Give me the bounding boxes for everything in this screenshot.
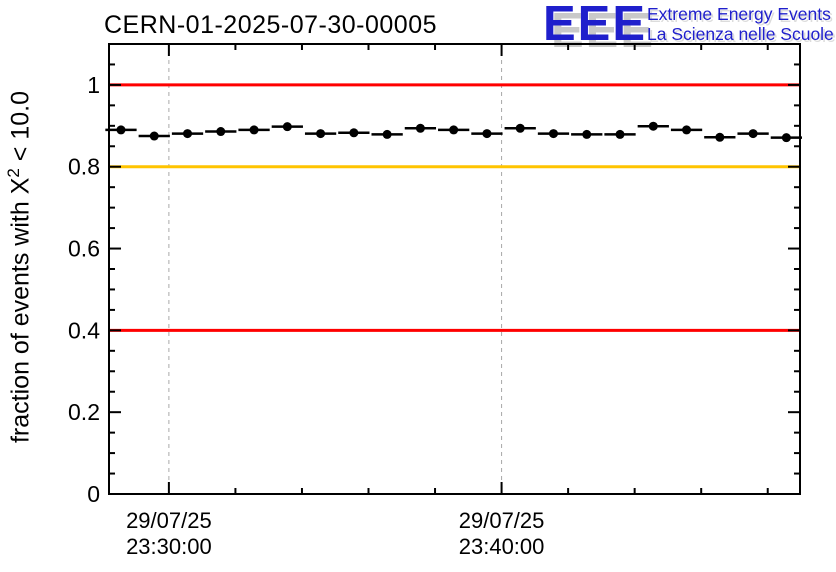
run-title: CERN-01-2025-07-30-00005	[104, 11, 438, 39]
data-point	[648, 121, 658, 131]
y-tick-label: 0.8	[68, 154, 100, 180]
x-tick-label-time: 23:40:00	[459, 534, 545, 559]
eee-logo-line1: Extreme Energy Events	[647, 4, 831, 24]
data-point	[382, 129, 392, 139]
y-tick-label: 0.6	[68, 236, 100, 262]
x-tick-label-date: 29/07/25	[459, 508, 545, 533]
axis-frame	[108, 43, 801, 495]
data-point	[316, 129, 326, 139]
y-tick-label: 0	[87, 481, 100, 507]
data-point	[615, 129, 625, 139]
data-point	[715, 132, 725, 142]
data-point	[781, 133, 791, 143]
eee-logo-acronym: EEE	[543, 0, 648, 51]
data-point	[548, 129, 558, 139]
data-point	[515, 123, 525, 133]
data-point	[149, 131, 159, 141]
data-point	[349, 128, 359, 138]
data-point	[582, 129, 592, 139]
y-tick-label: 0.4	[68, 317, 100, 343]
data-point	[482, 129, 492, 139]
x-tick-label-time: 23:30:00	[126, 534, 212, 559]
data-point	[748, 129, 758, 139]
data-point	[116, 125, 126, 135]
data-point	[183, 129, 193, 139]
y-tick-label: 1	[87, 72, 100, 98]
data-point	[282, 122, 292, 132]
data-point	[449, 125, 459, 135]
y-tick-label: 0.2	[68, 399, 100, 425]
data-point	[216, 127, 226, 137]
data-point	[682, 125, 692, 135]
x-tick-label-date: 29/07/25	[126, 508, 212, 533]
data-point	[249, 125, 259, 135]
eee-logo-text: Extreme Energy Events La Scienza nelle S…	[647, 4, 836, 44]
eee-logo-line2: La Scienza nelle Scuole	[647, 23, 834, 44]
data-point	[415, 123, 425, 133]
